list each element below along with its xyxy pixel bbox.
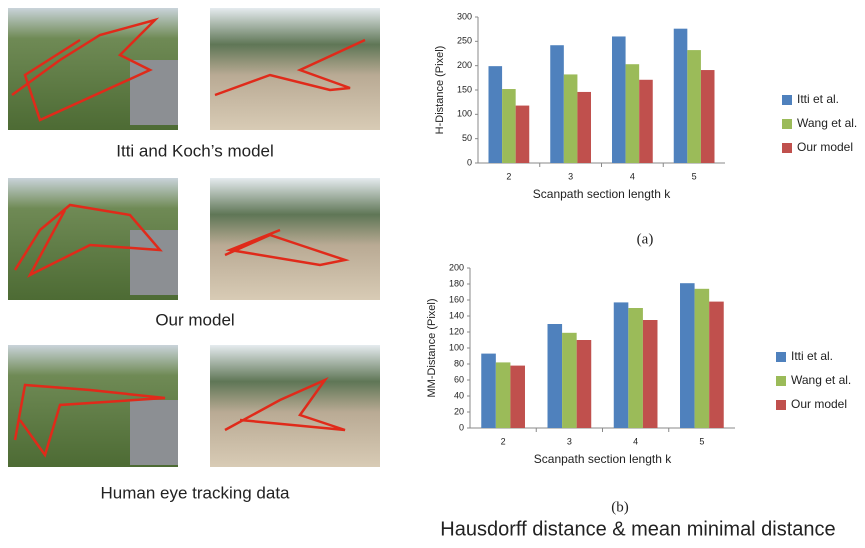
legend-swatch [782, 143, 792, 153]
caption: Human eye tracking data [101, 483, 291, 502]
x-tick-label: 3 [567, 436, 572, 446]
legend-swatch [782, 119, 792, 129]
photo-building [130, 60, 178, 125]
x-axis-label: Scanpath section length k [534, 452, 672, 466]
photo-building [130, 230, 178, 295]
y-tick-label: 80 [454, 358, 464, 368]
x-tick-label: 5 [699, 436, 704, 446]
legend-label: Itti et al. [791, 349, 833, 363]
y-tick-label: 20 [454, 406, 464, 416]
bar [700, 70, 715, 163]
y-tick-label: 250 [457, 36, 472, 46]
y-tick-label: 40 [454, 390, 464, 400]
bar [562, 332, 577, 428]
legend-swatch [776, 352, 786, 362]
caption: Our model [155, 310, 234, 329]
bar [510, 365, 525, 428]
y-axis-label: H-Distance (Pixel) [434, 46, 446, 135]
bar [481, 353, 496, 428]
y-tick-label: 60 [454, 374, 464, 384]
y-tick-label: 0 [459, 422, 464, 432]
x-axis-label: Scanpath section length k [533, 187, 671, 201]
chart-caption: (a) [637, 231, 654, 247]
legend-swatch [776, 400, 786, 410]
scanpath [13, 203, 163, 278]
bar [515, 105, 530, 163]
x-tick-label: 4 [633, 436, 638, 446]
bar [550, 45, 564, 163]
legend-label: Itti et al. [797, 92, 839, 106]
y-tick-label: 160 [449, 294, 464, 304]
bar [611, 36, 626, 163]
y-tick-label: 100 [457, 109, 472, 119]
scanpath [224, 228, 350, 267]
scanpath [224, 376, 346, 432]
x-tick-label: 3 [568, 171, 573, 181]
x-tick-label: 5 [692, 171, 697, 181]
bar [642, 320, 658, 428]
bar [625, 64, 640, 163]
y-tick-label: 0 [467, 157, 472, 167]
x-tick-label: 2 [506, 171, 511, 181]
bar [687, 50, 701, 163]
caption: Itti and Koch’s model [116, 141, 274, 160]
x-tick-label: 4 [630, 171, 635, 181]
photo-building [130, 400, 178, 465]
legend-label: Our model [791, 397, 847, 411]
bar [613, 302, 629, 428]
y-tick-label: 200 [457, 60, 472, 70]
bar [563, 74, 578, 163]
bar [495, 362, 511, 428]
bar [709, 301, 724, 428]
legend-swatch [776, 376, 786, 386]
bar [502, 89, 516, 163]
y-tick-label: 100 [449, 342, 464, 352]
photo [210, 178, 380, 300]
bar [577, 91, 592, 163]
bar [628, 308, 643, 428]
bar [694, 288, 710, 428]
photo [210, 345, 380, 467]
scanpath [11, 17, 160, 122]
legend-swatch [782, 95, 792, 105]
bar [673, 28, 688, 164]
scanpath [13, 383, 166, 458]
bar [680, 283, 695, 428]
y-tick-label: 50 [462, 133, 472, 143]
y-axis-label: MM-Distance (Pixel) [426, 298, 438, 397]
photo [210, 8, 380, 130]
bar [547, 324, 563, 428]
photos [8, 8, 380, 467]
y-tick-label: 120 [449, 326, 464, 336]
x-tick-label: 2 [501, 436, 506, 446]
footer-title: Hausdorff distance & mean minimal distan… [440, 518, 835, 540]
y-tick-label: 150 [457, 84, 472, 94]
legend-label: Wang et al. [797, 116, 857, 130]
legend-label: Wang et al. [791, 373, 851, 387]
y-tick-label: 200 [449, 262, 464, 272]
legend-label: Our model [797, 140, 853, 154]
bar [576, 340, 592, 428]
y-tick-label: 180 [449, 278, 464, 288]
y-tick-label: 140 [449, 310, 464, 320]
bar [488, 66, 503, 163]
y-tick-label: 300 [457, 11, 472, 21]
scanpath [214, 38, 366, 97]
bar [639, 79, 653, 163]
chart-caption: (b) [611, 499, 629, 515]
